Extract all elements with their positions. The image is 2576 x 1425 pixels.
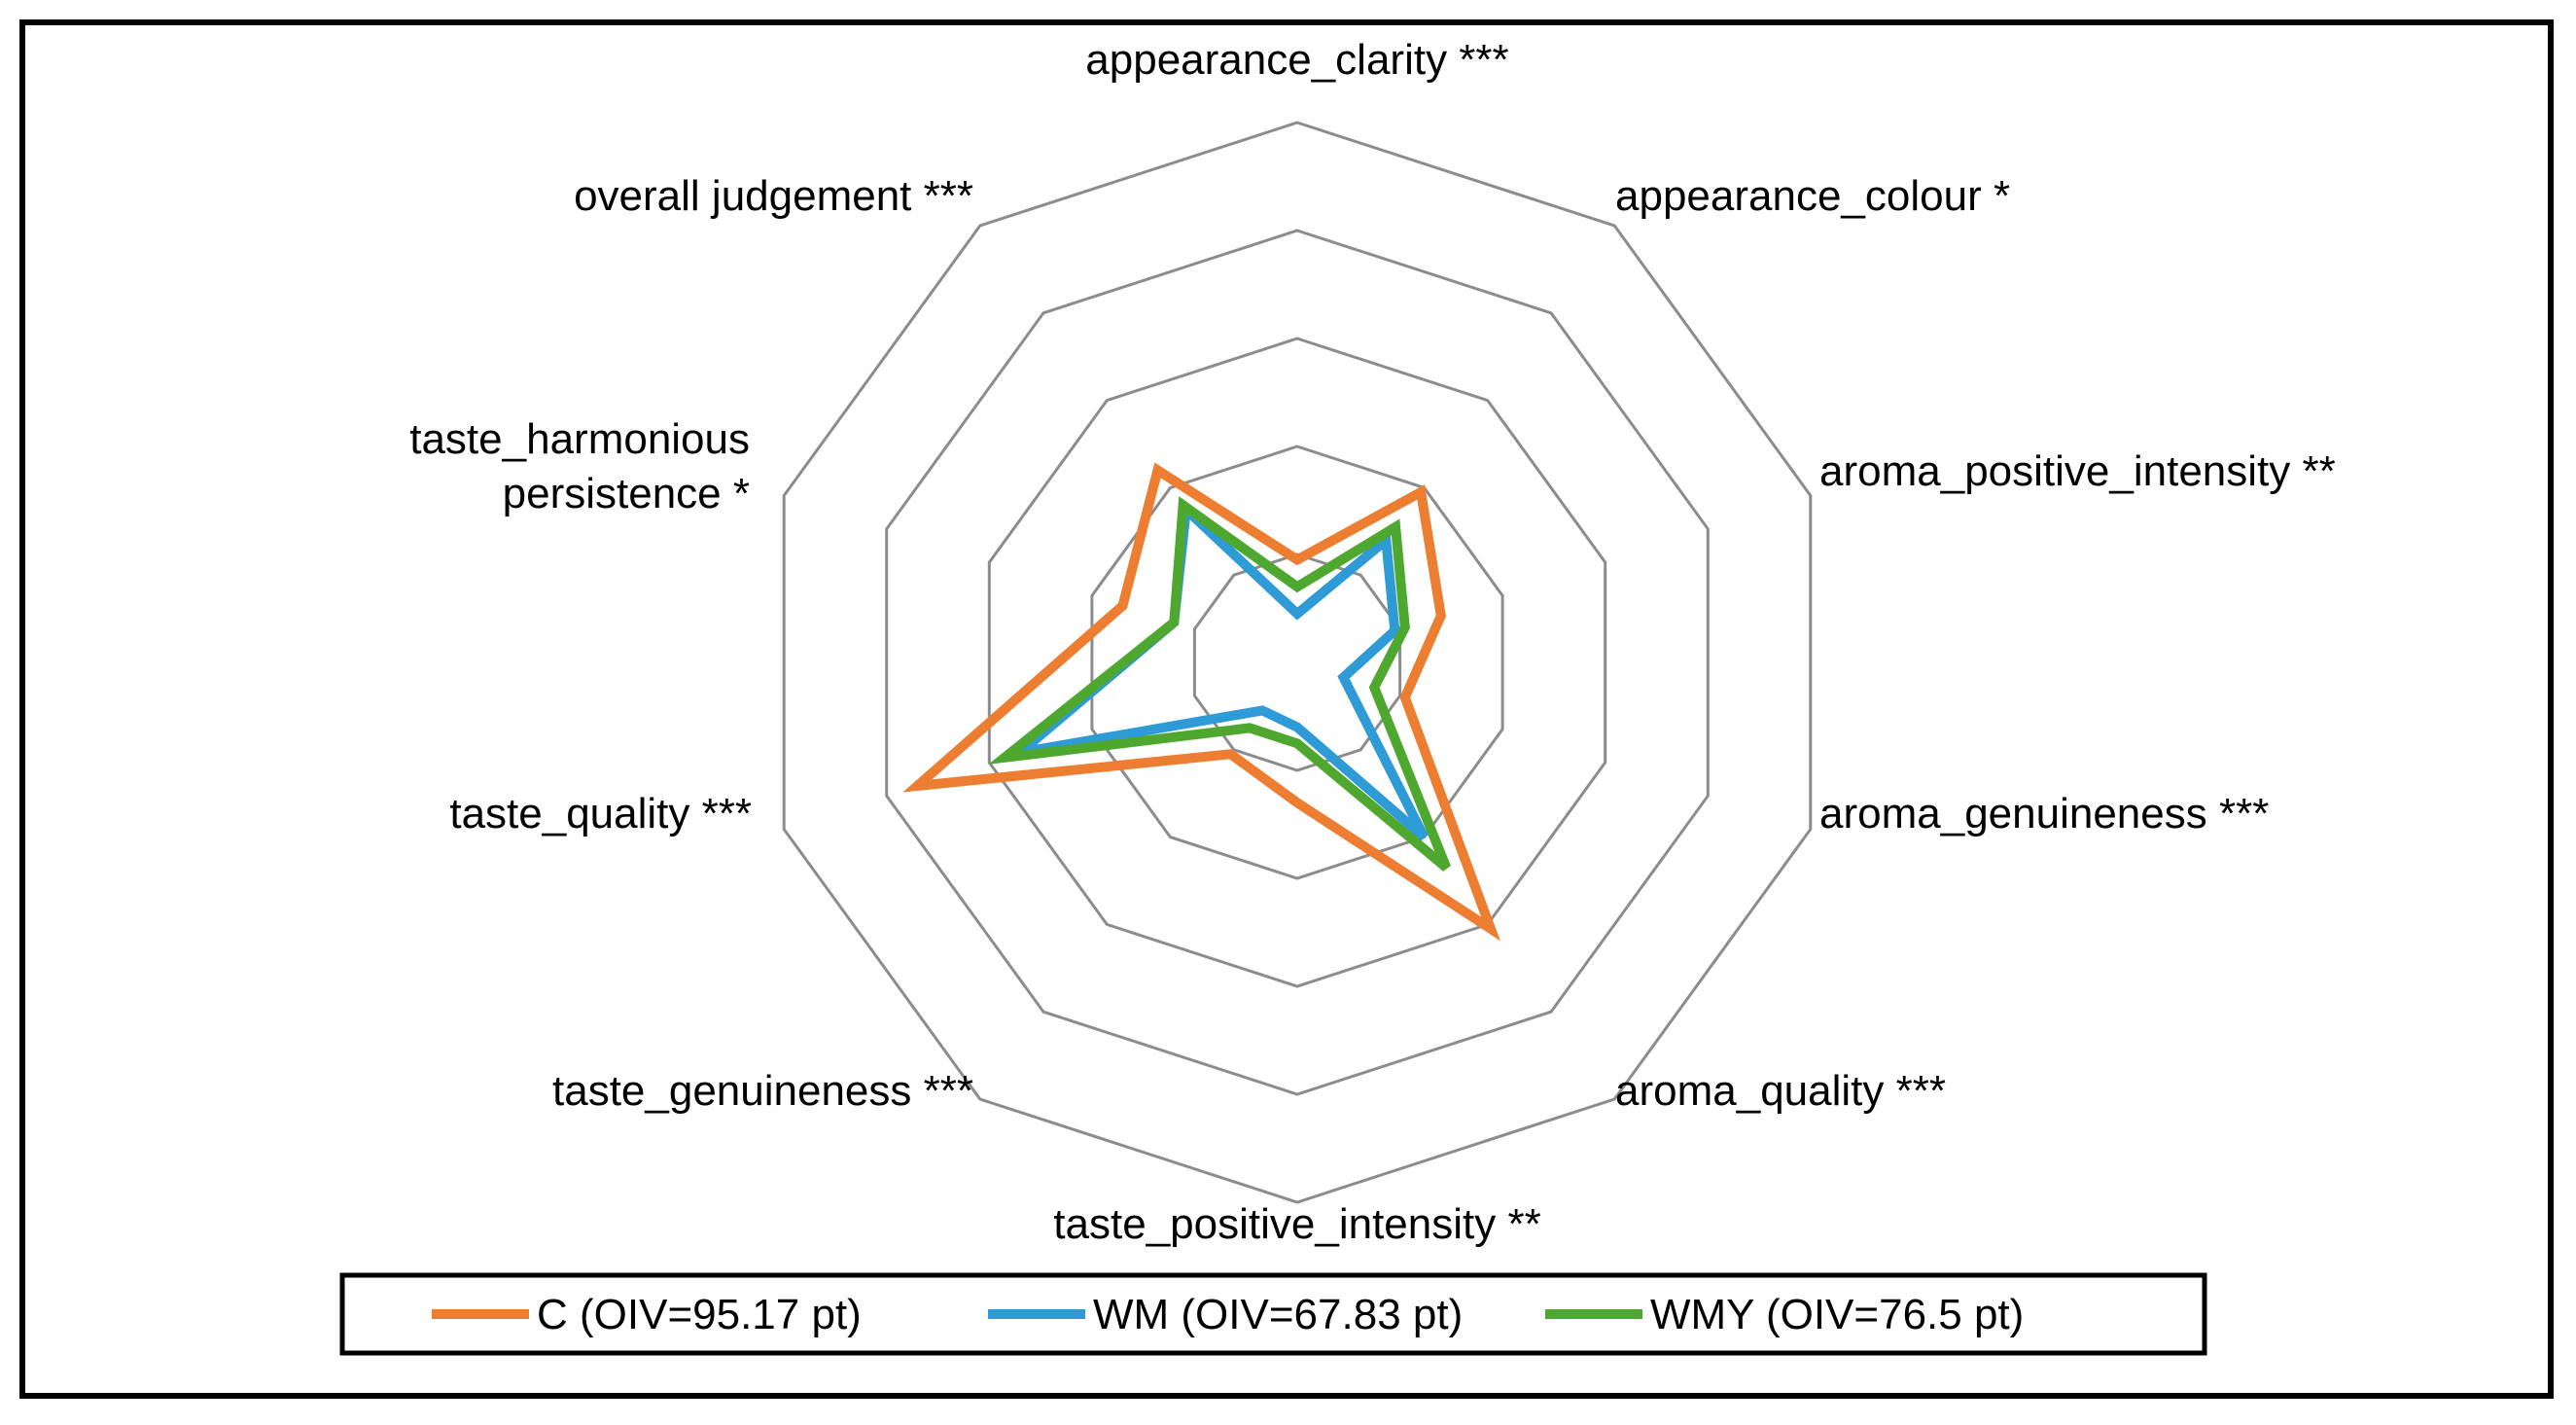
- grid-ring-2: [1090, 445, 1504, 880]
- radar-grid: [782, 121, 1813, 1204]
- legend-box: [339, 1272, 2207, 1356]
- grid-ring-4: [885, 229, 1710, 1096]
- axis-label: taste_harmonious persistence *: [409, 415, 750, 517]
- axis-label: overall judgement ***: [574, 172, 973, 220]
- legend: C (OIV=95.17 pt) WM (OIV=67.83 pt) WMY (OI…: [339, 1272, 2207, 1356]
- legend-label: C (OIV=95.17 pt): [537, 1291, 862, 1338]
- axis-labels: appearance_clarity *** appearance_colour …: [409, 36, 2336, 1248]
- axis-label: taste_genuineness ***: [552, 1067, 973, 1115]
- axis-label: taste_positive_intensity **: [1053, 1200, 1540, 1248]
- legend-label: WMY (OIV=76.5 pt): [1650, 1291, 2024, 1338]
- legend-label: WM (OIV=67.83 pt): [1093, 1291, 1463, 1338]
- axis-label: taste_quality ***: [449, 790, 752, 837]
- axis-label: appearance_clarity ***: [1085, 36, 1508, 84]
- axis-label: aroma_genuineness ***: [1819, 790, 2269, 837]
- grid-ring-1: [1192, 552, 1402, 772]
- axis-label: aroma_quality ***: [1615, 1067, 1946, 1115]
- radar-chart: appearance_clarity *** appearance_colour …: [339, 36, 2336, 1356]
- grid-ring-5: [782, 121, 1813, 1204]
- axis-label: appearance_colour *: [1615, 172, 2010, 220]
- radar-series: [902, 462, 1500, 942]
- grid-ring-3: [987, 337, 1607, 988]
- axis-label: aroma_positive_intensity **: [1819, 447, 2336, 495]
- series-line-1: [1003, 499, 1429, 841]
- chart-frame: appearance_clarity *** appearance_colour …: [19, 19, 2554, 1399]
- series-line-0: [902, 462, 1500, 942]
- series-line-2: [988, 496, 1451, 872]
